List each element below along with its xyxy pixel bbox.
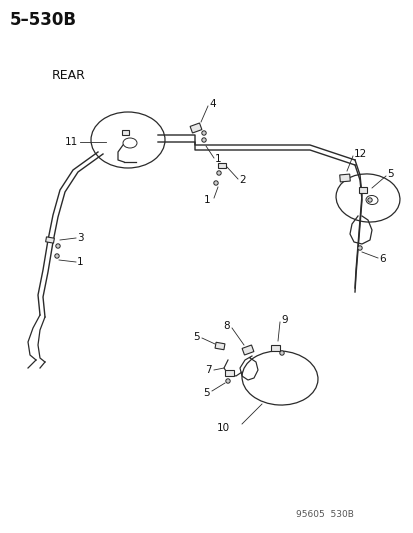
Text: 12: 12 bbox=[353, 149, 366, 159]
Text: 5: 5 bbox=[386, 169, 393, 179]
Circle shape bbox=[201, 138, 206, 142]
Text: 3: 3 bbox=[77, 233, 83, 243]
Text: 95605  530B: 95605 530B bbox=[295, 511, 353, 520]
Bar bbox=[271, 345, 280, 351]
Text: 6: 6 bbox=[378, 254, 385, 264]
Circle shape bbox=[367, 198, 371, 202]
Circle shape bbox=[279, 351, 283, 355]
Text: 2: 2 bbox=[238, 175, 245, 185]
Bar bbox=[339, 174, 349, 182]
Text: 1: 1 bbox=[203, 195, 209, 205]
Circle shape bbox=[55, 254, 59, 258]
Text: 10: 10 bbox=[216, 423, 230, 433]
Bar bbox=[225, 370, 234, 376]
Bar bbox=[358, 187, 366, 193]
Text: 1: 1 bbox=[214, 154, 221, 164]
Bar bbox=[122, 130, 129, 134]
Bar bbox=[242, 345, 253, 355]
Text: 5: 5 bbox=[193, 332, 199, 342]
Bar bbox=[214, 342, 224, 350]
Bar bbox=[218, 163, 225, 167]
Circle shape bbox=[225, 379, 230, 383]
Circle shape bbox=[357, 246, 361, 250]
Circle shape bbox=[201, 131, 206, 135]
Bar bbox=[190, 123, 202, 133]
Text: 8: 8 bbox=[223, 321, 230, 331]
Text: REAR: REAR bbox=[52, 69, 85, 82]
Bar bbox=[45, 237, 54, 243]
Text: 7: 7 bbox=[205, 365, 211, 375]
Text: 11: 11 bbox=[64, 137, 78, 147]
Text: 5: 5 bbox=[203, 388, 209, 398]
Circle shape bbox=[56, 244, 60, 248]
Text: 1: 1 bbox=[77, 257, 83, 267]
Text: 9: 9 bbox=[280, 315, 287, 325]
Circle shape bbox=[216, 171, 221, 175]
Text: 5–530B: 5–530B bbox=[10, 11, 77, 29]
Circle shape bbox=[213, 181, 218, 185]
Text: 4: 4 bbox=[209, 99, 215, 109]
